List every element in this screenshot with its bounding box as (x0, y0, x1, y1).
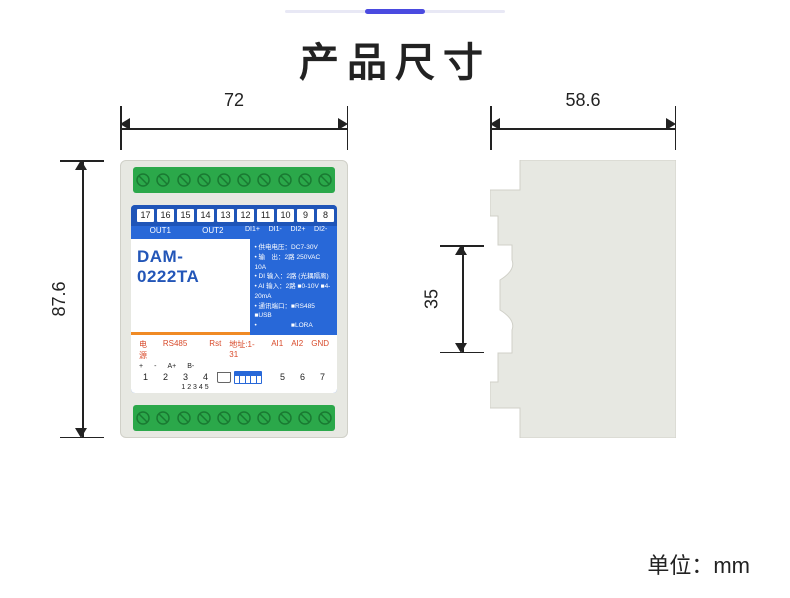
product-specs: • 供电电压：DC7-30V• 输 出：2路 250VAC 10A• DI 输入… (250, 239, 337, 335)
dip-numbers: 1 2 3 4 5 (181, 384, 209, 391)
spec-line: • 供电电压：DC7-30V (254, 243, 333, 253)
dim-front-height: 87.6 (72, 160, 92, 438)
unit-label: 单位：mm (647, 548, 750, 580)
terminal-number: 11 (257, 209, 274, 222)
bottom-terminal-numbers: 1234 567 (137, 371, 331, 384)
module-front-view: 171615141312 111098 OUT1 OUT2 DI1+ DI1- … (120, 160, 348, 438)
screw-terminal-icon (133, 167, 153, 193)
terminal-number: 4 (197, 371, 214, 384)
screw-terminal-icon (214, 405, 234, 431)
screw-terminal-icon (295, 405, 315, 431)
spec-line: • DI 输入：2路 (光耦隔离) (254, 272, 333, 282)
module-side-view (490, 160, 676, 438)
screw-terminal-icon (153, 167, 173, 193)
side-profile-path (490, 160, 676, 438)
screw-terminal-icon (315, 405, 335, 431)
screw-terminal-icon (274, 405, 294, 431)
label-plate: 171615141312 111098 OUT1 OUT2 DI1+ DI1- … (131, 205, 337, 393)
bot-num-left: 1234 (137, 371, 214, 384)
spec-line: • 输 出：2路 250VAC 10A (254, 253, 333, 273)
screw-terminal-icon (153, 405, 173, 431)
dim-label: 58.6 (490, 90, 676, 111)
top-num-group-left: 171615141312 (137, 209, 254, 222)
screw-terminal-icon (295, 167, 315, 193)
terminal-number: 3 (177, 371, 194, 384)
screw-terminal-icon (173, 167, 193, 193)
screw-terminal-icon (194, 405, 214, 431)
terminal-number: 6 (294, 371, 311, 384)
screw-terminal-icon (315, 167, 335, 193)
dim-side-width: 58.6 (490, 118, 676, 138)
top-num-group-right: 111098 (257, 209, 334, 222)
terminal-number: 9 (297, 209, 314, 222)
screw-terminal-icon (234, 405, 254, 431)
screw-terminal-icon (173, 405, 193, 431)
spec-line: • 通讯端口：■RS485 ■USB (254, 302, 333, 322)
screw-terminal-icon (254, 167, 274, 193)
dim-label: 72 (120, 90, 348, 111)
screw-terminal-icon (254, 405, 274, 431)
terminal-number: 17 (137, 209, 154, 222)
dim-side-notch: 35 (452, 245, 472, 353)
top-terminal-numbers: 171615141312 111098 (131, 205, 337, 226)
bottom-label-area: 电源 RS485 Rst 地址:1-31 AI1 AI2 GND + - A+ … (131, 335, 337, 393)
terminal-number: 12 (237, 209, 254, 222)
diagram-stage: 72 87.6 58.6 35 171615141312 111098 OUT1… (30, 100, 760, 558)
terminal-number: 10 (277, 209, 294, 222)
dim-label: 35 (422, 289, 443, 309)
terminal-number: 5 (274, 371, 291, 384)
terminal-number: 13 (217, 209, 234, 222)
dip-switch-icon (234, 371, 262, 384)
spec-line: • AI 输入：2路 ■0-10V ■4-20mA (254, 282, 333, 302)
header-accent (285, 10, 505, 13)
terminal-number: 16 (157, 209, 174, 222)
terminal-number: 8 (317, 209, 334, 222)
terminal-number: 2 (157, 371, 174, 384)
bot-num-right: 567 (274, 371, 331, 384)
top-sub-labels: OUT1 OUT2 DI1+ DI1- DI2+ DI2- (131, 226, 337, 239)
screw-terminal-icon (274, 167, 294, 193)
dim-label: 87.6 (49, 281, 70, 316)
spec-line: • ■LORA (254, 321, 333, 331)
terminal-number: 7 (314, 371, 331, 384)
dim-front-width: 72 (120, 118, 348, 138)
terminal-strip-top (133, 167, 335, 193)
product-band: DAM-0222TA • 供电电压：DC7-30V• 输 出：2路 250VAC… (131, 239, 337, 335)
rst-jack-icon (217, 372, 231, 383)
screw-terminal-icon (194, 167, 214, 193)
page-title: 产品尺寸 (0, 30, 790, 88)
terminal-number: 14 (197, 209, 214, 222)
screw-terminal-icon (133, 405, 153, 431)
product-name: DAM-0222TA (131, 239, 250, 335)
terminal-strip-bottom (133, 405, 335, 431)
screw-terminal-icon (234, 167, 254, 193)
screw-terminal-icon (214, 167, 234, 193)
terminal-number: 1 (137, 371, 154, 384)
terminal-number: 15 (177, 209, 194, 222)
